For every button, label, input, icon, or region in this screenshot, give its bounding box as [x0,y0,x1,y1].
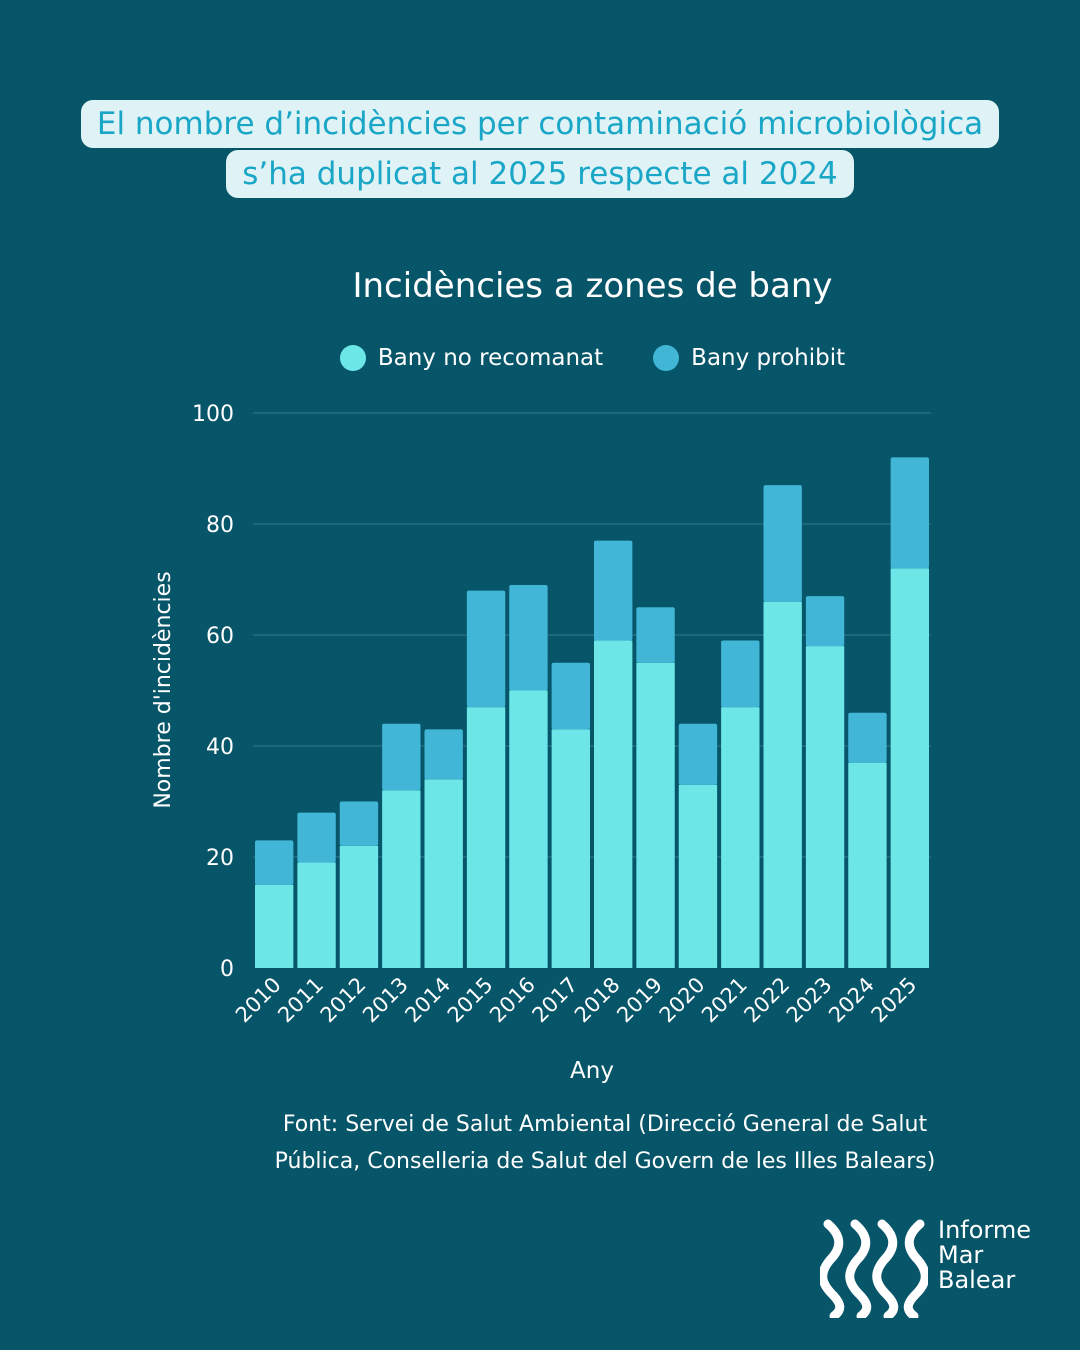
chart-title: Incidències a zones de bany [352,266,833,306]
logo: Informe Mar Balear [820,1218,1031,1318]
bar-no-recomanat-2017 [551,729,590,968]
bar-no-recomanat-2011 [297,862,336,968]
source-line-1: Font: Servei de Salut Ambiental (Direcci… [282,1112,928,1137]
legend-swatch [653,345,680,371]
bar-no-recomanat-2025 [890,568,929,968]
bar-no-recomanat-2018 [594,640,633,968]
bar-no-recomanat-2023 [805,646,845,968]
x-tick-label: 2022 [739,973,794,1028]
bar-prohibit-2020 [678,723,718,785]
bar-chart: 0 20 40 60 80 100 2010201120122013201420152016… [151,402,931,1084]
x-axis-label: Any [570,1058,614,1084]
x-tick-label: 2021 [697,973,752,1028]
bar-no-recomanat-2024 [848,762,887,968]
y-axis-label: Nombre d'incidències [151,571,176,808]
y-tick-label: 60 [206,624,234,649]
bar-prohibit-2023 [805,596,845,647]
bar-no-recomanat-2022 [763,601,802,968]
x-tick-label: 2025 [867,973,922,1028]
bar-no-recomanat-2021 [721,707,760,968]
x-tick-label: 2016 [485,973,540,1028]
y-tick-label: 100 [192,402,234,427]
bar-prohibit-2024 [848,712,887,763]
x-tick-label: 2013 [358,973,413,1028]
logo-text-1: Informe [938,1216,1032,1244]
bar-no-recomanat-2013 [382,790,421,968]
bar-prohibit-2019 [636,607,675,663]
logo-text-3: Balear [938,1266,1016,1294]
x-tick-label: 2024 [824,973,879,1028]
bar-prohibit-2025 [890,457,929,569]
legend-item-no-recomanat: Bany no recomanat [339,345,604,371]
bar-no-recomanat-2012 [339,845,379,968]
bar-prohibit-2013 [382,723,421,791]
headline-line-2: s’ha duplicat al 2025 respecte al 2024 [0,150,1080,198]
bar-no-recomanat-2014 [424,779,463,968]
bar-prohibit-2016 [509,585,548,691]
y-tick-label: 80 [206,513,234,538]
legend-label: Bany no recomanat [377,345,604,371]
x-tick-label: 2015 [443,973,498,1028]
headline-line-1: El nombre d’incidències per contaminació… [0,100,1080,148]
source-note: Font: Servei de Salut Ambiental (Direcci… [200,1106,1010,1180]
headline-text-2: s’ha duplicat al 2025 respecte al 2024 [226,150,854,198]
bar-prohibit-2011 [297,812,336,863]
logo-text-2: Mar [938,1241,984,1269]
x-tick-label: 2014 [400,973,455,1028]
bar-no-recomanat-2015 [466,707,506,968]
x-tick-label: 2018 [570,973,625,1028]
headline-text-1: El nombre d’incidències per contaminació… [80,100,1000,148]
bar-prohibit-2021 [721,640,760,708]
legend-swatch [339,345,366,371]
bar-no-recomanat-2020 [678,784,718,968]
bar-no-recomanat-2010 [255,884,294,968]
y-tick-label: 20 [206,846,234,871]
bar-prohibit-2010 [255,840,294,885]
bar-prohibit-2014 [424,729,463,780]
bar-prohibit-2022 [763,485,802,602]
legend-item-prohibit: Bany prohibit [653,345,845,371]
x-tick-label: 2020 [655,973,710,1028]
x-tick-label: 2017 [528,973,583,1028]
bar-no-recomanat-2016 [509,690,548,968]
x-tick-label: 2011 [273,973,328,1028]
bar-prohibit-2018 [594,540,633,641]
source-line-2: Pública, Conselleria de Salut del Govern… [274,1149,936,1174]
chart-legend: Bany no recomanat Bany prohibit [255,345,930,371]
x-tick-label: 2019 [612,973,667,1028]
bar-no-recomanat-2019 [636,662,675,968]
waves-logo-icon [820,1219,928,1318]
y-tick-label: 40 [206,735,234,760]
legend-label: Bany prohibit [691,345,846,371]
x-tick-label: 2012 [316,973,371,1028]
bar-prohibit-2017 [551,662,590,730]
bar-prohibit-2012 [339,801,379,846]
x-tick-label: 2010 [231,973,286,1028]
y-tick-label: 0 [220,957,234,982]
bar-prohibit-2015 [466,590,506,708]
x-tick-label: 2023 [782,973,837,1028]
